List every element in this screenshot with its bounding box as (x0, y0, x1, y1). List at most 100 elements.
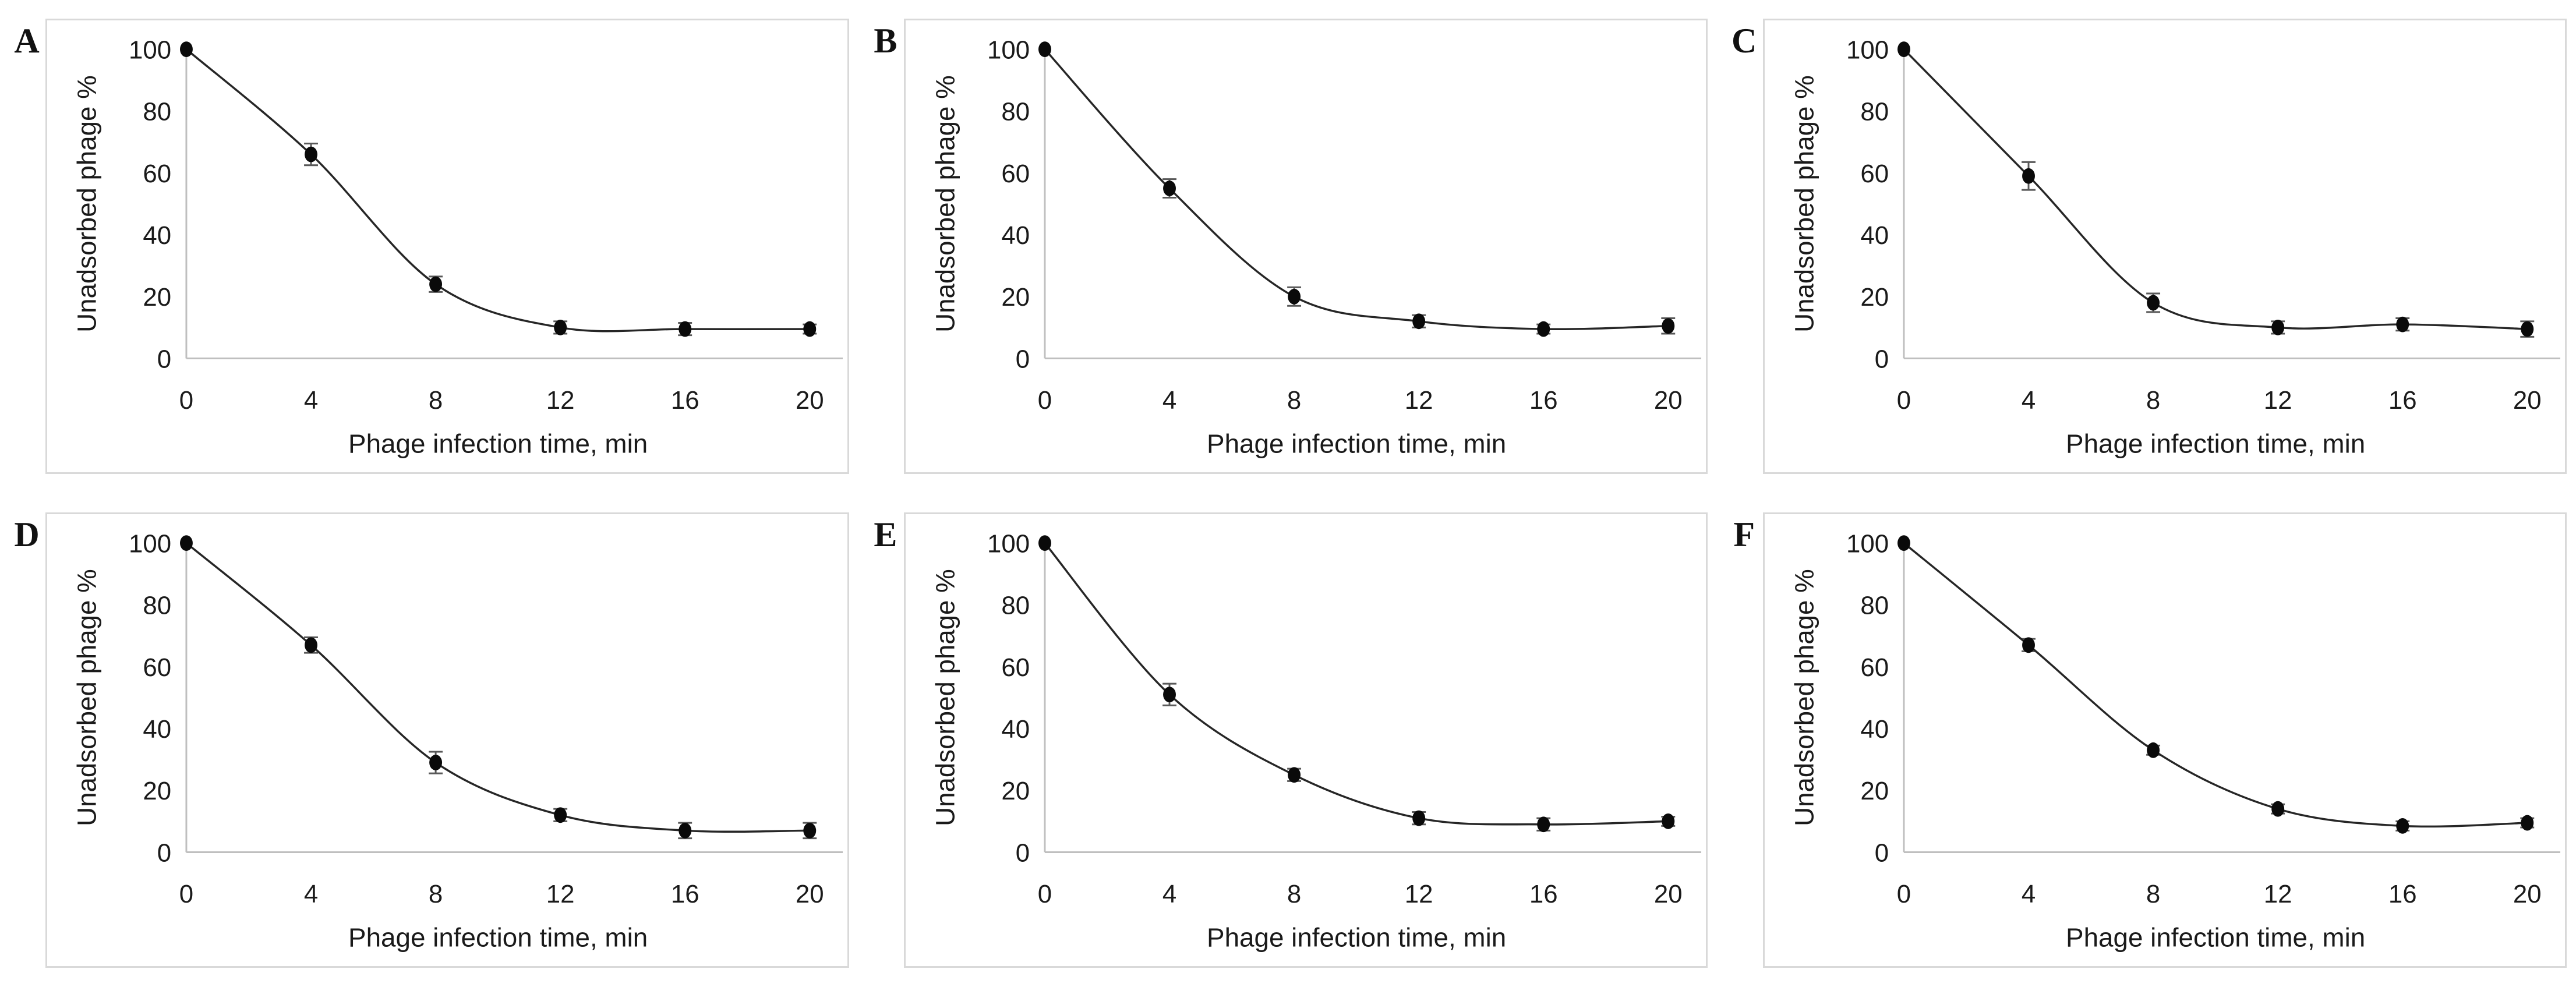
data-point (2520, 815, 2533, 830)
y-axis-title: Unadsorbed phage % (931, 75, 960, 332)
chart-svg: 0 20 40 60 80 100 0 4 8 12 16 20 Phage infection tim… (72, 529, 843, 952)
data-point (1897, 41, 1910, 58)
y-tick-label: 100 (1846, 529, 1889, 558)
x-tick-label: 20 (2513, 879, 2542, 908)
y-tick-label: 100 (1846, 36, 1889, 65)
data-point (1537, 321, 1550, 337)
x-tick-label: 4 (304, 879, 318, 908)
x-tick-label: 8 (1287, 879, 1301, 908)
data-point (803, 822, 817, 839)
y-tick-label: 20 (1002, 777, 1030, 805)
panel-label-f: F (1733, 515, 1755, 554)
panel-e: E 0 20 40 60 80 100 0 4 8 12 16 20 Phage infection t… (858, 494, 1717, 987)
chart-c: 0 20 40 60 80 100 0 4 8 12 16 20 Phage infection tim… (1762, 19, 2567, 474)
y-axis-title: Unadsorbed phage % (1789, 569, 1819, 826)
data-point (305, 636, 317, 653)
chart-svg: 0 20 40 60 80 100 0 4 8 12 16 20 Phage infection tim… (1789, 529, 2560, 952)
data-point (1662, 813, 1675, 829)
panel-c: C 0 20 40 60 80 100 0 4 8 12 16 20 Phage infection t… (1718, 0, 2576, 494)
x-tick-label: 20 (1654, 879, 1683, 908)
data-point (1412, 313, 1426, 330)
panel-a: A 0 20 40 60 80 100 0 4 8 12 16 20 Phage infection t… (0, 0, 858, 494)
data-point (1288, 766, 1301, 783)
y-tick-label: 0 (1874, 839, 1888, 867)
x-tick-label: 4 (304, 386, 318, 415)
panel-d: D 0 20 40 60 80 100 0 4 8 12 16 20 Phage infection t… (0, 494, 858, 987)
y-tick-label: 0 (1874, 345, 1888, 373)
y-tick-label: 60 (143, 160, 171, 188)
data-point (2022, 636, 2035, 653)
y-tick-label: 80 (143, 98, 171, 126)
x-tick-label: 20 (796, 386, 824, 415)
x-axis-title: Phage infection time, min (2066, 429, 2365, 458)
data-point (1412, 810, 1426, 826)
data-point (2146, 295, 2160, 311)
x-tick-label: 0 (1896, 386, 1910, 415)
panel-label-d: D (14, 515, 40, 554)
y-tick-label: 20 (1002, 283, 1030, 312)
y-tick-label: 60 (143, 653, 171, 681)
y-tick-label: 0 (1016, 345, 1030, 373)
x-axis-title: Phage infection time, min (348, 429, 648, 458)
panel-label-e: E (874, 515, 897, 554)
y-tick-label: 80 (1860, 591, 1889, 620)
data-point (554, 806, 567, 823)
x-tick-label: 16 (2388, 386, 2417, 415)
data-point (180, 41, 193, 58)
data-point (1662, 318, 1675, 334)
data-point (554, 320, 567, 335)
x-tick-label: 4 (2021, 879, 2035, 908)
data-point (679, 822, 692, 839)
x-tick-label: 4 (1162, 879, 1176, 908)
y-tick-label: 0 (157, 839, 171, 867)
panel-label-a: A (14, 22, 40, 60)
y-axis-title: Unadsorbed phage % (1789, 75, 1819, 332)
chart-svg: 0 20 40 60 80 100 0 4 8 12 16 20 Phage infection tim… (931, 36, 1702, 458)
x-axis-title: Phage infection time, min (1207, 429, 1506, 458)
x-tick-label: 12 (1405, 386, 1433, 415)
chart-e: 0 20 40 60 80 100 0 4 8 12 16 20 Phage infection tim… (904, 512, 1708, 968)
chart-svg: 0 20 40 60 80 100 0 4 8 12 16 20 Phage infection tim… (72, 36, 843, 458)
x-tick-label: 20 (2513, 386, 2542, 415)
data-point (1537, 816, 1550, 832)
y-tick-label: 80 (1860, 98, 1889, 126)
y-tick-label: 40 (1860, 221, 1889, 250)
data-point (2520, 321, 2533, 337)
series-line (185, 48, 810, 332)
chart-b: 0 20 40 60 80 100 0 4 8 12 16 20 Phage infection tim… (904, 19, 1708, 474)
y-tick-label: 100 (129, 36, 171, 65)
x-tick-label: 8 (429, 879, 443, 908)
x-tick-label: 12 (2263, 386, 2292, 415)
x-tick-label: 16 (671, 879, 699, 908)
x-axis-title: Phage infection time, min (2066, 922, 2365, 952)
data-point (1163, 181, 1176, 196)
x-tick-label: 8 (2146, 386, 2160, 415)
x-tick-label: 4 (1162, 386, 1176, 415)
data-point (2395, 818, 2409, 834)
data-point (803, 321, 817, 337)
y-tick-label: 0 (157, 345, 171, 373)
data-point (2395, 316, 2409, 332)
data-point (1038, 41, 1052, 58)
chart-a: 0 20 40 60 80 100 0 4 8 12 16 20 Phage infection tim… (45, 19, 849, 474)
data-point (1288, 288, 1301, 305)
y-tick-label: 60 (1002, 160, 1030, 188)
y-tick-label: 0 (1016, 839, 1030, 867)
x-tick-label: 16 (671, 386, 699, 415)
x-tick-label: 20 (1654, 386, 1683, 415)
y-tick-label: 60 (1860, 653, 1889, 681)
y-tick-label: 40 (1002, 221, 1030, 250)
x-tick-label: 0 (1038, 386, 1052, 415)
y-tick-label: 100 (129, 529, 171, 558)
y-tick-label: 20 (143, 283, 171, 312)
y-tick-label: 80 (1002, 98, 1030, 126)
x-tick-label: 0 (179, 386, 193, 415)
y-tick-label: 40 (143, 221, 171, 250)
y-tick-label: 20 (1860, 777, 1889, 805)
series-line (1044, 48, 1669, 331)
y-tick-label: 60 (1002, 653, 1030, 681)
chart-f: 0 20 40 60 80 100 0 4 8 12 16 20 Phage infection tim… (1762, 512, 2567, 968)
data-point (1897, 535, 1910, 551)
y-tick-label: 20 (1860, 283, 1889, 312)
